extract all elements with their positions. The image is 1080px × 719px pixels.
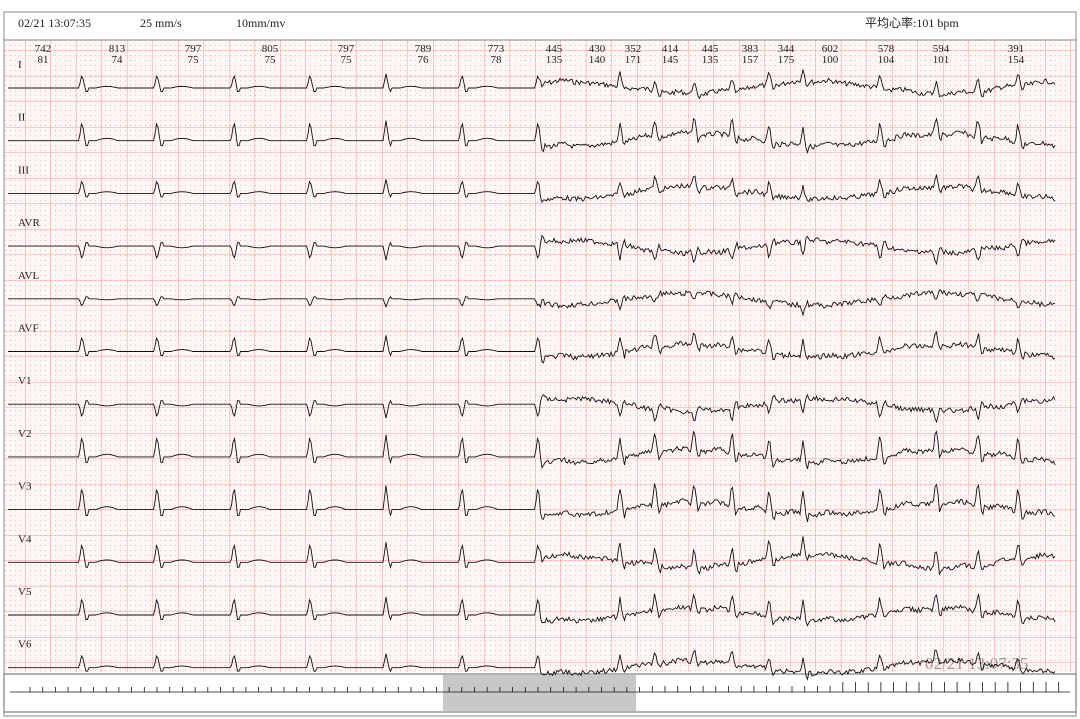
- ecg-trace: [8, 483, 1055, 522]
- gain: 10mm/mv: [236, 16, 285, 30]
- lead-label: I: [18, 59, 22, 71]
- ecg-trace: [8, 117, 1056, 155]
- heart-rate: 135: [702, 54, 719, 66]
- rr-interval: 594: [933, 43, 950, 55]
- speed: 25 mm/s: [140, 16, 182, 30]
- timestamp: 02/21 13:07:35: [18, 16, 91, 30]
- rr-interval: 773: [488, 43, 505, 55]
- heart-rate: 157: [742, 54, 759, 66]
- heart-rate: 76: [418, 54, 430, 66]
- rr-interval: 414: [662, 43, 679, 55]
- rr-interval: 430: [589, 43, 606, 55]
- heart-rate: 171: [625, 54, 642, 66]
- lead-label: III: [18, 164, 29, 176]
- rr-interval: 797: [185, 43, 202, 55]
- lead-label: AVL: [18, 270, 39, 282]
- rr-interval: 391: [1008, 43, 1025, 55]
- ecg-trace: [8, 173, 1056, 204]
- strip-highlight: [443, 675, 636, 711]
- footer-timestamp: 02/21 13:07:35: [925, 654, 1028, 673]
- heart-rate: 101: [933, 54, 950, 66]
- lead-label: V3: [18, 481, 32, 493]
- lead-label: V5: [18, 586, 32, 598]
- rr-interval: 805: [262, 43, 279, 55]
- avg-heart-rate: 平均心率:101 bpm: [865, 15, 959, 30]
- heart-rate: 75: [265, 54, 277, 66]
- ecg-trace: [8, 234, 1056, 266]
- rr-interval: 352: [625, 43, 642, 55]
- heart-rate: 140: [589, 54, 606, 66]
- rr-interval: 742: [35, 43, 52, 55]
- lead-label: V1: [18, 375, 31, 387]
- ecg-trace: [8, 289, 1056, 317]
- frame: [3, 11, 1077, 717]
- ecg-trace: [8, 536, 1056, 576]
- rr-interval: 602: [822, 43, 839, 55]
- ecg-trace: [8, 430, 1056, 470]
- ecg-trace: [8, 330, 1056, 364]
- lead-label: AVF: [18, 323, 39, 335]
- rr-interval: 383: [742, 43, 759, 55]
- rr-interval: 813: [109, 43, 126, 55]
- ecg-trace: [8, 393, 1056, 424]
- rr-interval: 797: [338, 43, 355, 55]
- rr-interval: 578: [878, 43, 895, 55]
- lead-label: V4: [18, 533, 32, 545]
- grid-major: [5, 40, 1075, 672]
- heart-rate: 104: [878, 54, 895, 66]
- ecg-trace: [8, 593, 1056, 627]
- rr-interval: 445: [546, 43, 563, 55]
- lead-label: AVR: [18, 217, 40, 229]
- lead-label: V2: [18, 428, 31, 440]
- rr-interval: 445: [702, 43, 719, 55]
- rr-interval: 789: [415, 43, 432, 55]
- rr-interval: 344: [778, 43, 795, 55]
- heart-rate: 78: [491, 54, 503, 66]
- lead-label: V6: [18, 639, 32, 651]
- heart-rate: 135: [546, 54, 563, 66]
- heart-rate: 75: [341, 54, 353, 66]
- heart-rate: 175: [778, 54, 795, 66]
- heart-rate: 81: [38, 54, 49, 66]
- heart-rate: 100: [822, 54, 839, 66]
- heart-rate: 145: [662, 54, 679, 66]
- ecg-trace: [8, 649, 1056, 682]
- ecg-trace: [8, 68, 1056, 100]
- lead-label: II: [18, 112, 26, 124]
- heart-rate: 154: [1008, 54, 1025, 66]
- heart-rate: 74: [112, 54, 124, 66]
- heart-rate: 75: [188, 54, 200, 66]
